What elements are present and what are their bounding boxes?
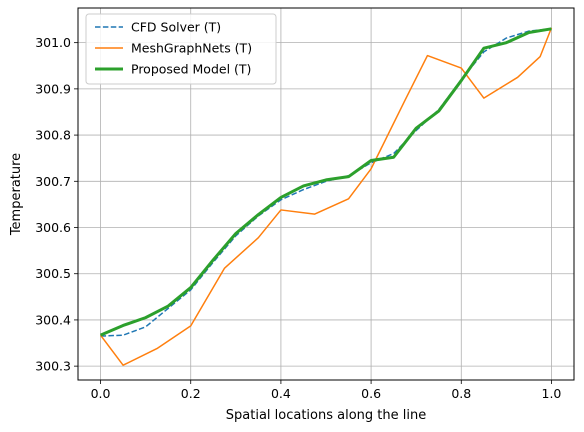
y-tick-label: 300.3: [35, 359, 71, 374]
legend-label: MeshGraphNets (T): [131, 41, 252, 56]
x-tick-label: 0.0: [91, 386, 111, 401]
y-tick-label: 300.5: [35, 266, 71, 281]
grid: [78, 8, 574, 380]
series-line-2: [99, 27, 553, 366]
legend: CFD Solver (T) MeshGraphNets (T) Proposed …: [85, 13, 277, 85]
x-tick-label: 0.4: [271, 386, 291, 401]
y-tick-label: 300.7: [35, 174, 71, 189]
plot-frame: [77, 7, 575, 381]
x-axis: 0.0 0.2 0.4 0.6 0.8 1.0: [91, 380, 562, 401]
legend-label: CFD Solver (T): [131, 20, 221, 35]
y-tick-label: 301.0: [35, 35, 71, 50]
legend-label: Proposed Model (T): [131, 62, 251, 77]
y-tick-label: 300.8: [35, 128, 71, 143]
y-tick-label: 300.4: [35, 312, 71, 327]
series-line-3: [99, 27, 552, 337]
x-tick-label: 0.6: [361, 386, 381, 401]
y-tick-label: 300.6: [35, 220, 71, 235]
y-axis-label: Temperature: [9, 153, 24, 236]
series-layer: [99, 27, 553, 366]
x-tick-label: 1.0: [542, 386, 562, 401]
y-tick-label: 300.9: [35, 81, 71, 96]
x-tick-label: 0.2: [181, 386, 201, 401]
legend-box: [85, 13, 277, 85]
x-axis-label: Spatial locations along the line: [226, 408, 426, 423]
y-axis: 300.3 300.4 300.5 300.6 300.7 300.8 300.9 301.0: [35, 35, 78, 374]
x-tick-label: 0.8: [451, 386, 471, 401]
